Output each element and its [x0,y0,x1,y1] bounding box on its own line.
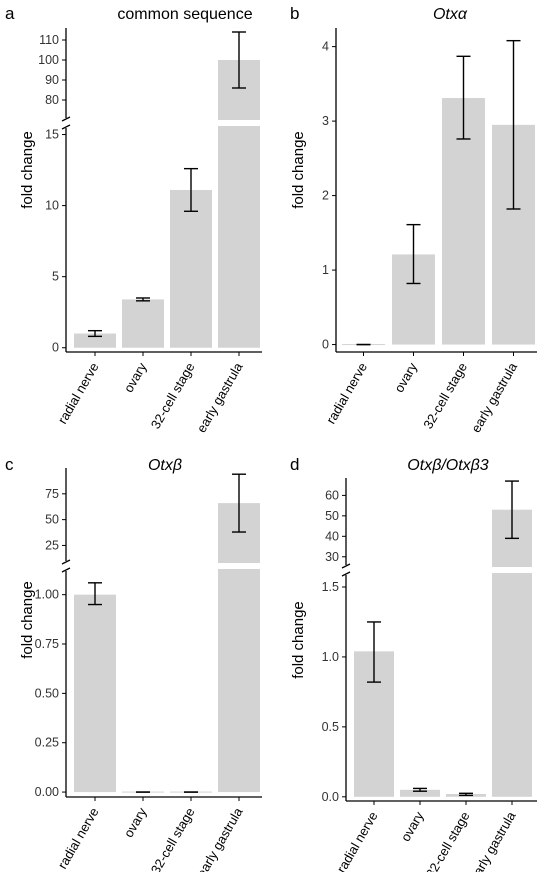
x-tick-label: early gastrula [467,808,519,872]
axis-break-mark [61,124,71,130]
x-tick-label: radial nerve [334,809,381,872]
x-tick-label: ovary [398,809,427,844]
y-axis-title: fold change [19,131,36,209]
axis-break-mark [61,567,71,573]
y-tick-label: 0.00 [35,785,59,799]
x-tick-label: ovary [391,360,420,395]
y-tick-label: 1.0 [322,650,339,664]
panel-b: b Otxα fold change 0 1 2 3 4 radial nerve ovary 32… [290,4,537,435]
x-tick-label: early gastrula [194,359,246,435]
x-tick-label: radial nerve [55,360,102,426]
bar [122,299,164,348]
panel-letter: c [5,455,14,474]
panel-title: Otxα [433,6,468,23]
x-tick-label: ovary [121,360,150,395]
bar-break-gap [217,120,261,126]
panel-letter: a [5,4,15,23]
y-tick-label: 100 [38,53,59,67]
x-tick-label: radial nerve [323,360,370,426]
y-tick-label: 90 [45,73,59,87]
axis-break-mark [61,559,71,565]
panel-c: c Otxβ fold change 0.00 0.25 0.50 0.75 1.00 25 50… [5,455,262,872]
bar [218,60,260,348]
y-tick-label: 0.5 [322,720,339,734]
y-tick-label: 10 [45,199,59,213]
y-tick-label: 0.75 [35,637,59,651]
y-axis-title: fold change [19,581,36,659]
y-tick-label: 50 [45,513,59,527]
x-tick-label: 32-cell stage [420,360,470,431]
y-tick-label: 75 [45,487,59,501]
x-tick-label: 32-cell stage [148,360,198,431]
x-tick-label: radial nerve [55,805,102,871]
bar [492,509,532,797]
panel-title: Otxβ [148,457,182,474]
y-tick-label: 0 [52,341,59,355]
y-tick-label: 0.50 [35,686,59,700]
x-tick-label: ovary [121,805,150,840]
y-tick-label: 0.25 [35,736,59,750]
panel-d: d Otxβ/Otxβ3 fold change 0.0 0.5 1.0 1.5 30 40 50… [290,455,537,872]
y-tick-label: 80 [45,93,59,107]
axis-break-mark [341,571,351,577]
y-tick-label: 5 [52,270,59,284]
y-tick-label: 0 [322,338,329,352]
bar [74,333,116,348]
bar [74,594,116,793]
y-tick-label: 1.5 [322,580,339,594]
axis-break-mark [341,563,351,569]
y-tick-label: 60 [325,488,339,502]
y-tick-label: 30 [325,550,339,564]
y-tick-label: 1.00 [35,588,59,602]
panel-letter: b [290,4,299,23]
bar [400,789,440,797]
y-tick-label: 50 [325,509,339,523]
bar-break-gap [491,567,533,573]
panel-letter: d [290,455,299,474]
y-tick-label: 15 [45,128,59,142]
panel-title: Otxβ/Otxβ3 [407,457,489,474]
y-axis-title: fold change [290,601,307,679]
x-tick-label: 32-cell stage [148,805,198,872]
x-tick-label: early gastrula [194,804,246,872]
x-tick-label: early gastrula [468,359,520,435]
y-tick-label: 1 [322,263,329,277]
y-tick-label: 25 [45,538,59,552]
y-axis-title: fold change [290,131,307,209]
x-tick-label: 32-cell stage [423,809,473,872]
y-tick-label: 3 [322,114,329,128]
y-tick-label: 40 [325,529,339,543]
bar [170,189,212,348]
bar [218,503,260,793]
y-tick-label: 2 [322,189,329,203]
panel-a: a common sequence fold change 0 5 10 15 80 90 100… [5,4,262,435]
y-tick-label: 110 [39,33,59,47]
y-tick-label: 4 [322,40,329,54]
axis-break-mark [61,116,71,122]
bar-break-gap [217,563,261,569]
y-tick-label: 0.0 [322,790,339,804]
panel-title: common sequence [117,6,252,23]
